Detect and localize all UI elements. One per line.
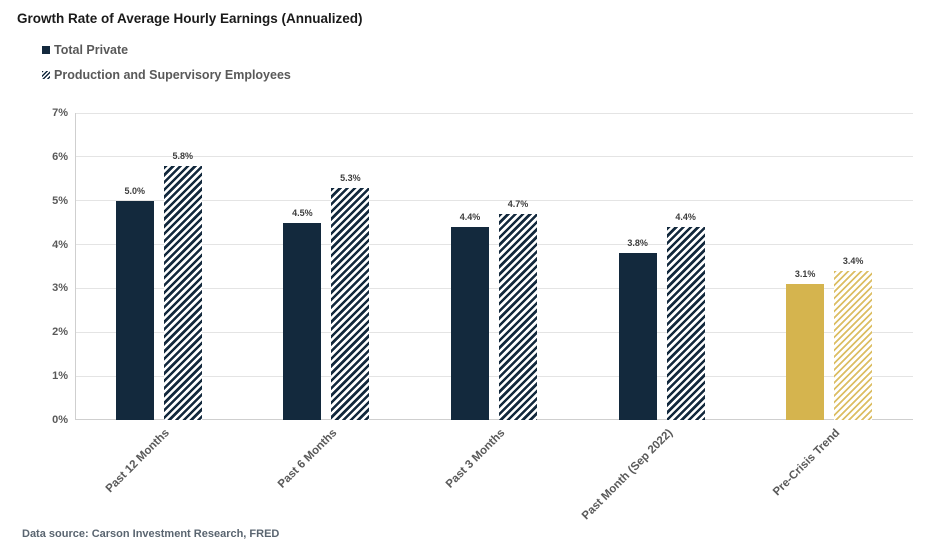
bar-value-label: 3.1% xyxy=(794,269,816,280)
legend-swatch-hatch-icon xyxy=(42,71,50,79)
legend-swatch-solid-icon xyxy=(42,46,50,54)
gridline xyxy=(76,156,913,158)
gridline xyxy=(76,287,913,289)
legend-label: Total Private xyxy=(54,43,129,57)
gridline xyxy=(76,375,913,377)
legend-item-production-supervisory: Production and Supervisory Employees xyxy=(42,65,291,85)
bar-value-label: 5.3% xyxy=(340,172,361,183)
bar-production-supervisory xyxy=(331,187,370,420)
gridline xyxy=(76,331,913,333)
x-axis-category-label: Past 6 Months xyxy=(276,427,340,491)
y-axis-tick-label: 6% xyxy=(52,150,68,163)
bar-total-private xyxy=(451,227,489,420)
x-axis-category-label: Past 12 Months xyxy=(104,427,173,496)
bar-value-label: 4.4% xyxy=(459,212,481,223)
y-axis-tick-label: 2% xyxy=(52,326,68,339)
legend: Total Private Production and Supervisory… xyxy=(42,40,291,90)
plot-area xyxy=(75,112,913,420)
gridline xyxy=(76,244,913,246)
bar-value-label: 3.8% xyxy=(627,238,648,249)
bar-value-label: 4.7% xyxy=(507,198,529,209)
y-axis-tick-label: 0% xyxy=(52,414,68,426)
y-axis-tick-label: 1% xyxy=(52,370,68,383)
y-axis-tick-label: 3% xyxy=(52,282,68,295)
bar-value-label: 5.0% xyxy=(124,185,146,196)
y-axis-tick-label: 7% xyxy=(52,107,68,119)
legend-item-total-private: Total Private xyxy=(42,40,291,60)
x-axis-category-label: Past Month (Sep 2022) xyxy=(579,427,676,523)
bar-production-supervisory xyxy=(666,227,705,420)
bar-production-supervisory xyxy=(499,213,537,420)
x-axis-category-label: Past 3 Months xyxy=(443,427,508,491)
bar-total-private xyxy=(618,253,657,420)
chart-title: Growth Rate of Average Hourly Earnings (… xyxy=(17,11,363,26)
x-axis-category-label: Pre-Crisis Trend xyxy=(771,427,843,499)
bar-value-label: 4.4% xyxy=(675,212,696,223)
bar-production-supervisory xyxy=(834,270,873,420)
source-note: Data source: Carson Investment Research,… xyxy=(22,528,280,540)
bar-value-label: 4.5% xyxy=(292,207,313,218)
bar-total-private xyxy=(115,200,154,420)
y-axis-tick-label: 5% xyxy=(52,194,68,207)
legend-label: Production and Supervisory Employees xyxy=(54,68,291,82)
bar-total-private xyxy=(786,284,825,420)
bar-value-label: 3.4% xyxy=(842,255,864,266)
bar-value-label: 5.8% xyxy=(172,150,194,161)
gridline xyxy=(76,200,913,202)
y-axis-tick-label: 4% xyxy=(52,238,68,251)
bar-total-private xyxy=(283,222,322,420)
bar-production-supervisory xyxy=(163,165,202,420)
gridline xyxy=(76,112,913,114)
